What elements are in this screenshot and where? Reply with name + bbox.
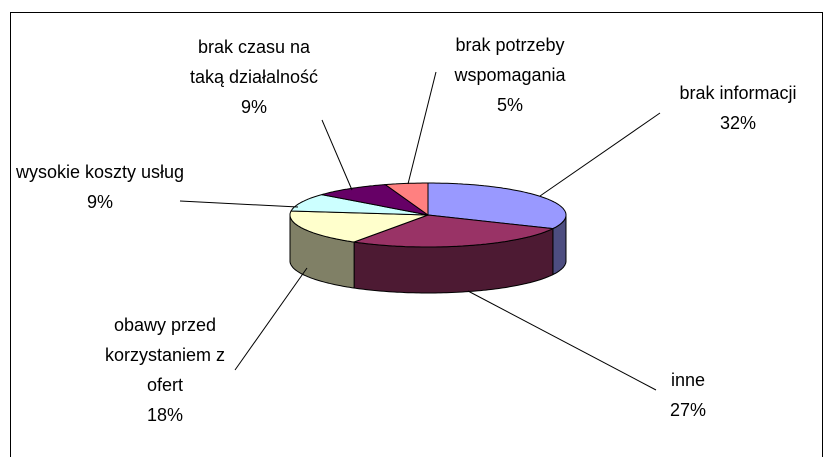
leader-line (407, 71, 437, 185)
pie-slice (383, 182, 429, 216)
leader-line (467, 290, 657, 391)
pie (289, 182, 567, 294)
value-label: 32% (719, 113, 757, 133)
data-label: wysokie koszty usług 9% (15, 157, 185, 217)
category-label: inne (670, 370, 706, 390)
pie-slice (321, 184, 429, 216)
data-label: brak potrzeby wspomagania 5% (435, 30, 585, 120)
category-label: brak czasu na taką działalność (189, 37, 319, 87)
data-label: brak czasu na taką działalność 9% (189, 32, 319, 122)
value-label: 9% (86, 192, 113, 212)
data-label: brak informacji 32% (648, 78, 828, 138)
value-label: 5% (496, 95, 523, 115)
category-label: wysokie koszty usług (15, 162, 185, 182)
category-label: brak informacji (679, 83, 797, 103)
value-label: 9% (240, 97, 267, 117)
leader-line (539, 112, 661, 197)
data-label: obawy przed korzystaniem z ofert 18% (95, 310, 235, 430)
leader-line (179, 200, 299, 208)
leader-line (234, 267, 308, 371)
value-label: 27% (669, 400, 707, 420)
pie-slice (427, 182, 567, 230)
value-label: 18% (146, 405, 184, 425)
leader-line (321, 119, 353, 191)
pie-slice (290, 194, 429, 216)
pie-slice (352, 214, 555, 248)
data-label: inne 27% (628, 365, 748, 425)
pie-slice (289, 210, 429, 243)
category-label: obawy przed korzystaniem z ofert (104, 315, 226, 395)
category-label: brak potrzeby wspomagania (454, 35, 566, 85)
